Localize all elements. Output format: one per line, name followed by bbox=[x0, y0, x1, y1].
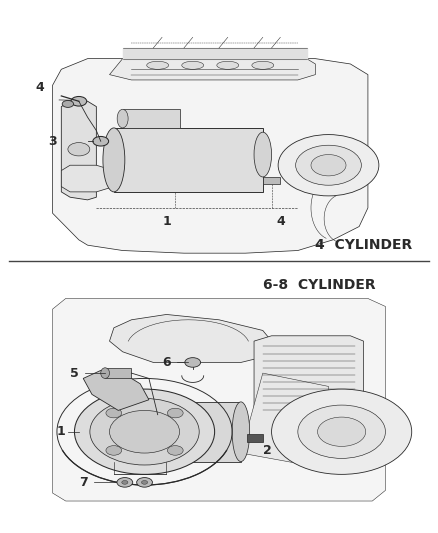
Circle shape bbox=[296, 145, 361, 185]
Bar bbox=[263, 177, 280, 184]
Polygon shape bbox=[110, 59, 315, 80]
Ellipse shape bbox=[217, 61, 239, 69]
Bar bbox=[105, 368, 131, 378]
Circle shape bbox=[278, 134, 379, 196]
Circle shape bbox=[122, 481, 128, 484]
Ellipse shape bbox=[101, 368, 110, 378]
Ellipse shape bbox=[117, 109, 128, 128]
Bar bbox=[247, 434, 263, 442]
Polygon shape bbox=[254, 336, 364, 418]
Ellipse shape bbox=[103, 128, 125, 192]
Polygon shape bbox=[241, 373, 328, 469]
Circle shape bbox=[93, 136, 109, 146]
Circle shape bbox=[311, 155, 346, 176]
Circle shape bbox=[167, 408, 183, 418]
Circle shape bbox=[110, 410, 180, 453]
Circle shape bbox=[272, 389, 412, 474]
Circle shape bbox=[68, 142, 90, 156]
Ellipse shape bbox=[252, 61, 274, 69]
Circle shape bbox=[137, 478, 152, 487]
Circle shape bbox=[298, 405, 385, 458]
Bar bbox=[145, 402, 241, 462]
Polygon shape bbox=[53, 59, 368, 253]
Text: 7: 7 bbox=[79, 476, 88, 489]
Ellipse shape bbox=[232, 402, 250, 462]
Text: 3: 3 bbox=[48, 135, 57, 148]
Text: 1: 1 bbox=[162, 215, 171, 228]
Circle shape bbox=[71, 96, 87, 106]
Text: 6-8  CYLINDER: 6-8 CYLINDER bbox=[263, 278, 375, 292]
Ellipse shape bbox=[254, 132, 272, 177]
Text: 2: 2 bbox=[263, 444, 272, 457]
Circle shape bbox=[62, 100, 74, 108]
Text: 4: 4 bbox=[35, 82, 44, 94]
Bar bbox=[123, 109, 180, 128]
Text: 1: 1 bbox=[57, 425, 66, 438]
Circle shape bbox=[90, 399, 199, 465]
Circle shape bbox=[167, 446, 183, 455]
Polygon shape bbox=[110, 314, 272, 362]
Circle shape bbox=[106, 446, 122, 455]
Text: 6: 6 bbox=[162, 356, 171, 369]
Circle shape bbox=[318, 417, 366, 447]
Polygon shape bbox=[123, 48, 307, 59]
Polygon shape bbox=[61, 165, 114, 192]
Circle shape bbox=[141, 481, 148, 484]
Ellipse shape bbox=[147, 61, 169, 69]
Circle shape bbox=[106, 408, 122, 418]
Ellipse shape bbox=[182, 61, 204, 69]
Polygon shape bbox=[61, 101, 96, 200]
Polygon shape bbox=[53, 298, 385, 501]
Text: 4: 4 bbox=[276, 215, 285, 228]
Circle shape bbox=[185, 358, 201, 367]
Polygon shape bbox=[83, 370, 149, 410]
Circle shape bbox=[117, 478, 133, 487]
Text: 5: 5 bbox=[70, 367, 79, 379]
Bar bbox=[114, 128, 263, 192]
Text: 4  CYLINDER: 4 CYLINDER bbox=[315, 238, 413, 252]
Circle shape bbox=[74, 389, 215, 474]
